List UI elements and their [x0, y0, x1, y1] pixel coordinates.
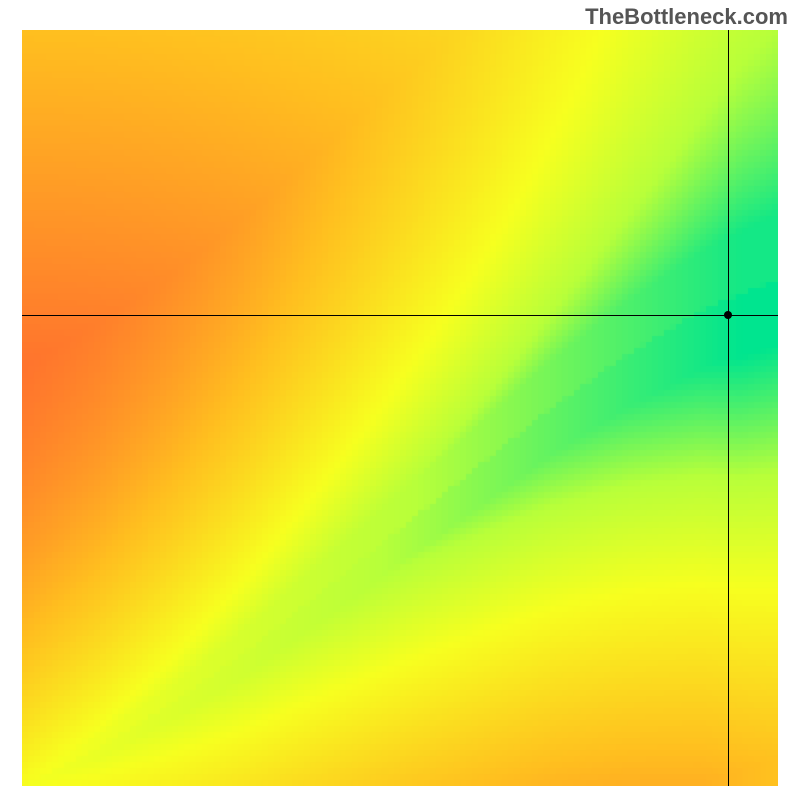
chart-container: TheBottleneck.com	[0, 0, 800, 800]
heatmap-plot	[22, 30, 778, 786]
crosshair-horizontal	[22, 315, 778, 316]
marker-point	[724, 311, 732, 319]
heatmap-canvas	[22, 30, 778, 786]
watermark-text: TheBottleneck.com	[585, 4, 788, 30]
crosshair-vertical	[728, 30, 729, 786]
